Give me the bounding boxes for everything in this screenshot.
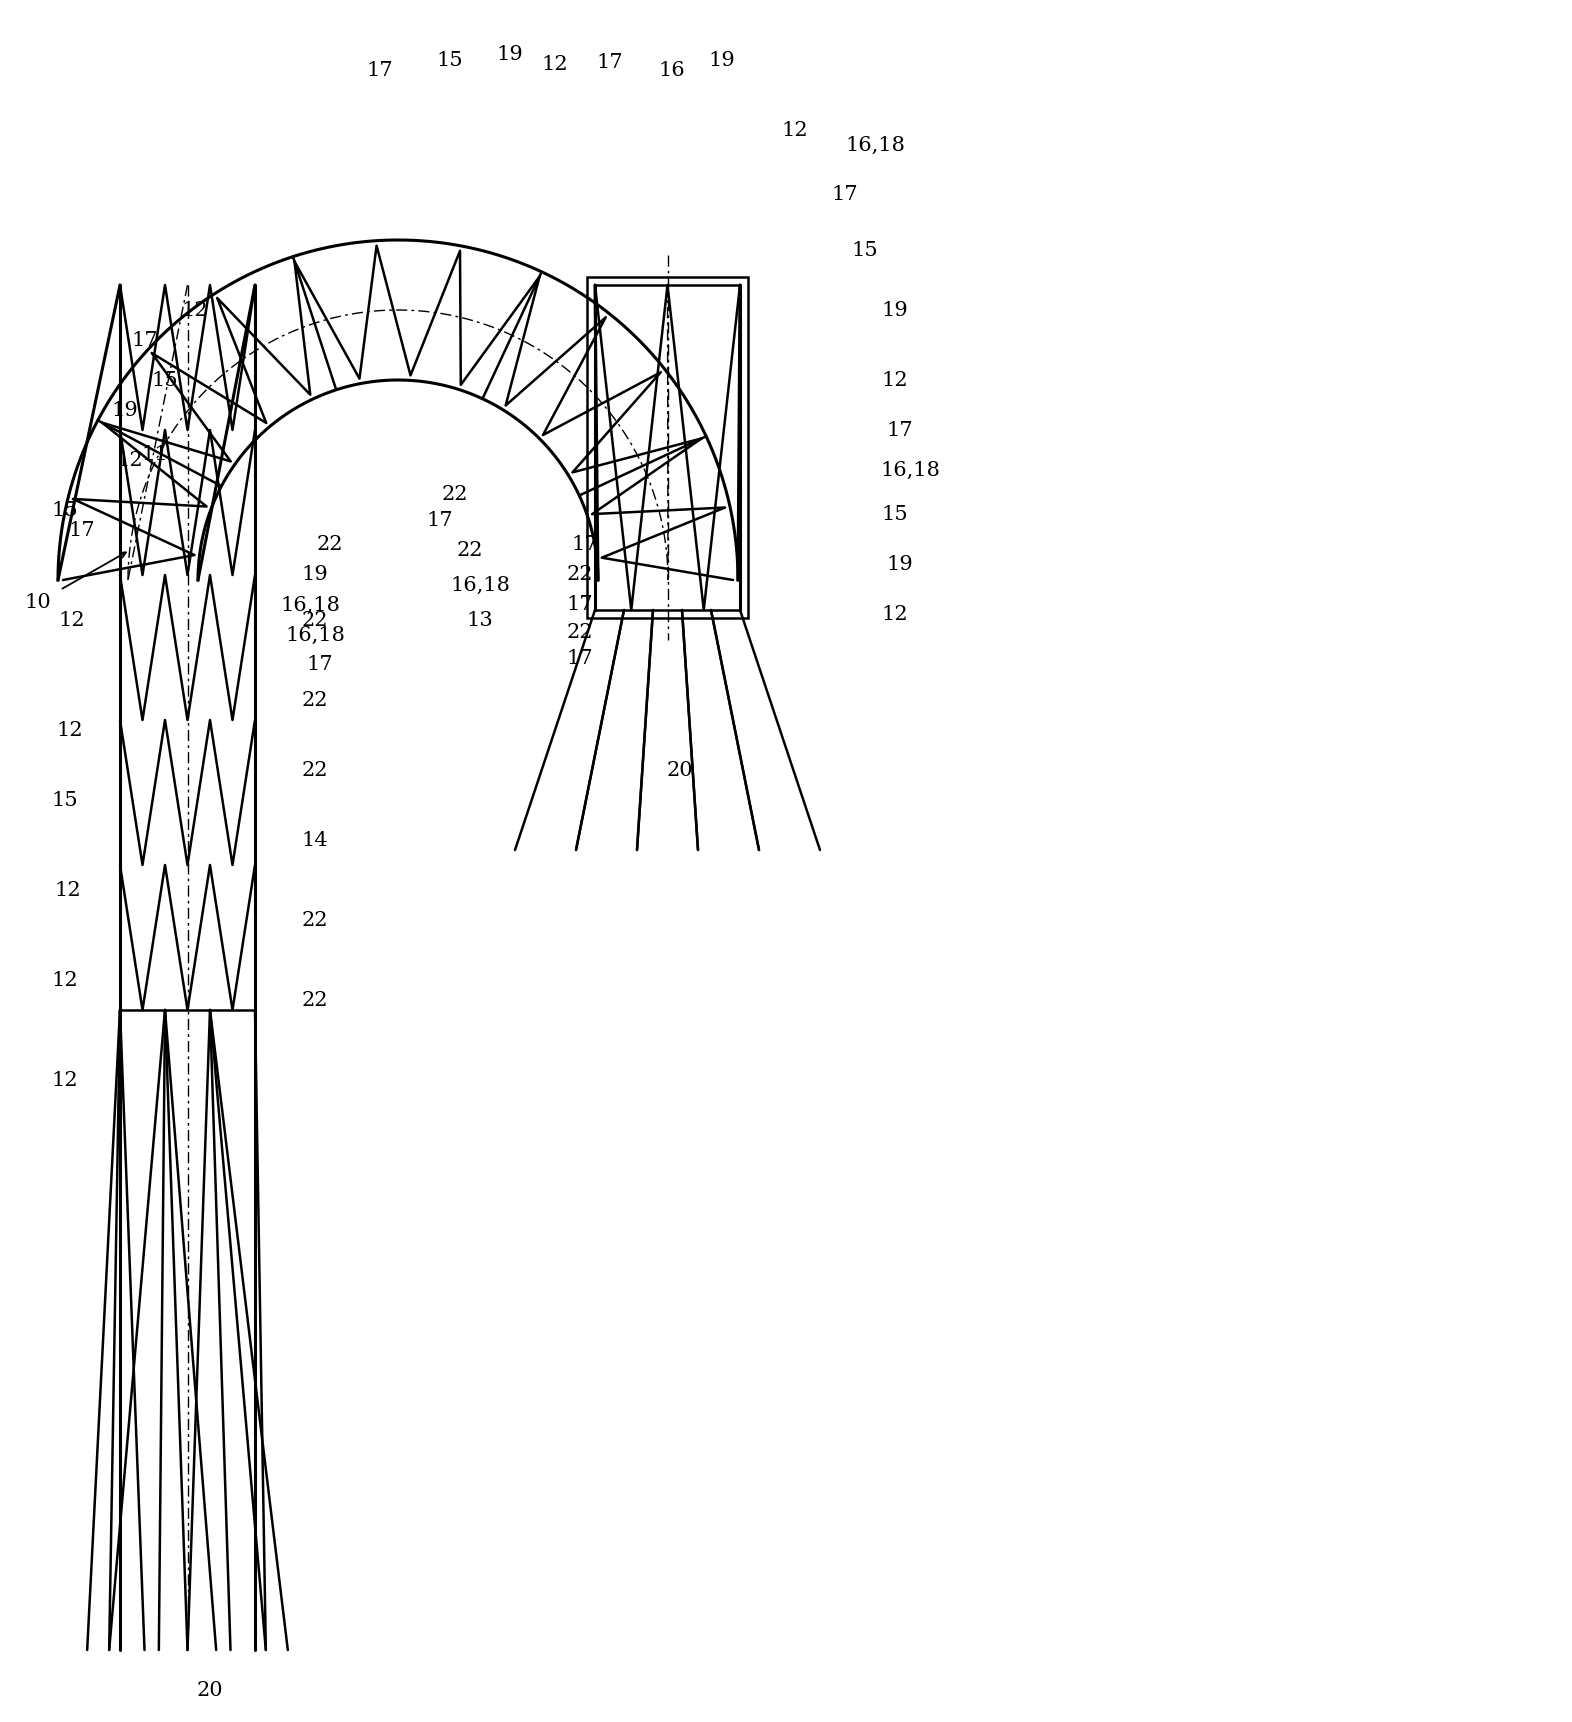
Text: 12: 12 xyxy=(542,55,569,74)
Text: 15: 15 xyxy=(882,506,909,525)
Text: 17: 17 xyxy=(572,536,599,554)
Text: 19: 19 xyxy=(497,45,523,64)
Text: 15: 15 xyxy=(52,790,79,809)
Text: 12: 12 xyxy=(55,880,82,899)
Text: 12: 12 xyxy=(58,611,85,630)
Text: 22: 22 xyxy=(316,536,343,554)
Text: 12: 12 xyxy=(116,451,143,470)
Text: 17: 17 xyxy=(426,510,453,529)
Text: 16,18: 16,18 xyxy=(880,460,940,479)
Text: 19: 19 xyxy=(887,556,913,575)
Text: 12: 12 xyxy=(182,301,209,320)
Text: 12: 12 xyxy=(57,720,83,739)
Text: 12: 12 xyxy=(882,606,909,625)
Text: 19: 19 xyxy=(882,301,909,320)
Text: 13: 13 xyxy=(467,611,494,630)
Text: 12: 12 xyxy=(52,971,79,990)
Text: 19: 19 xyxy=(709,50,736,69)
Text: 22: 22 xyxy=(302,611,329,630)
Text: 15: 15 xyxy=(151,370,178,389)
Text: 19: 19 xyxy=(302,565,329,584)
Text: 15: 15 xyxy=(52,501,79,520)
Text: 19: 19 xyxy=(112,401,138,420)
Text: 20: 20 xyxy=(196,1681,223,1700)
Text: 11: 11 xyxy=(141,446,168,465)
Text: 22: 22 xyxy=(567,565,593,584)
Text: 16,18: 16,18 xyxy=(285,625,344,644)
Text: 17: 17 xyxy=(887,420,913,439)
Text: 20: 20 xyxy=(667,761,693,780)
Text: 16,18: 16,18 xyxy=(846,136,905,155)
Text: 17: 17 xyxy=(832,186,858,205)
Bar xyxy=(586,277,748,618)
Text: 22: 22 xyxy=(302,990,329,1009)
Text: 22: 22 xyxy=(567,622,593,642)
Text: 17: 17 xyxy=(307,656,333,675)
Text: 12: 12 xyxy=(52,1071,79,1090)
Text: 22: 22 xyxy=(302,911,329,930)
Text: 22: 22 xyxy=(457,541,483,560)
Text: 17: 17 xyxy=(132,331,159,350)
Text: 12: 12 xyxy=(882,370,909,389)
Text: 15: 15 xyxy=(852,241,879,260)
Text: 16,18: 16,18 xyxy=(450,575,509,594)
Text: 12: 12 xyxy=(781,121,808,139)
Text: 17: 17 xyxy=(69,520,96,539)
Text: 22: 22 xyxy=(302,691,329,709)
Text: 17: 17 xyxy=(597,52,624,72)
Text: 14: 14 xyxy=(302,830,329,849)
Text: 16: 16 xyxy=(659,60,685,79)
Text: 22: 22 xyxy=(442,486,468,505)
Text: 17: 17 xyxy=(366,60,393,79)
Text: 10: 10 xyxy=(25,594,52,613)
Text: 17: 17 xyxy=(566,649,593,668)
Text: 22: 22 xyxy=(302,761,329,780)
Text: 16,18: 16,18 xyxy=(280,596,340,615)
Text: 15: 15 xyxy=(437,50,464,69)
Text: 17: 17 xyxy=(566,596,593,615)
